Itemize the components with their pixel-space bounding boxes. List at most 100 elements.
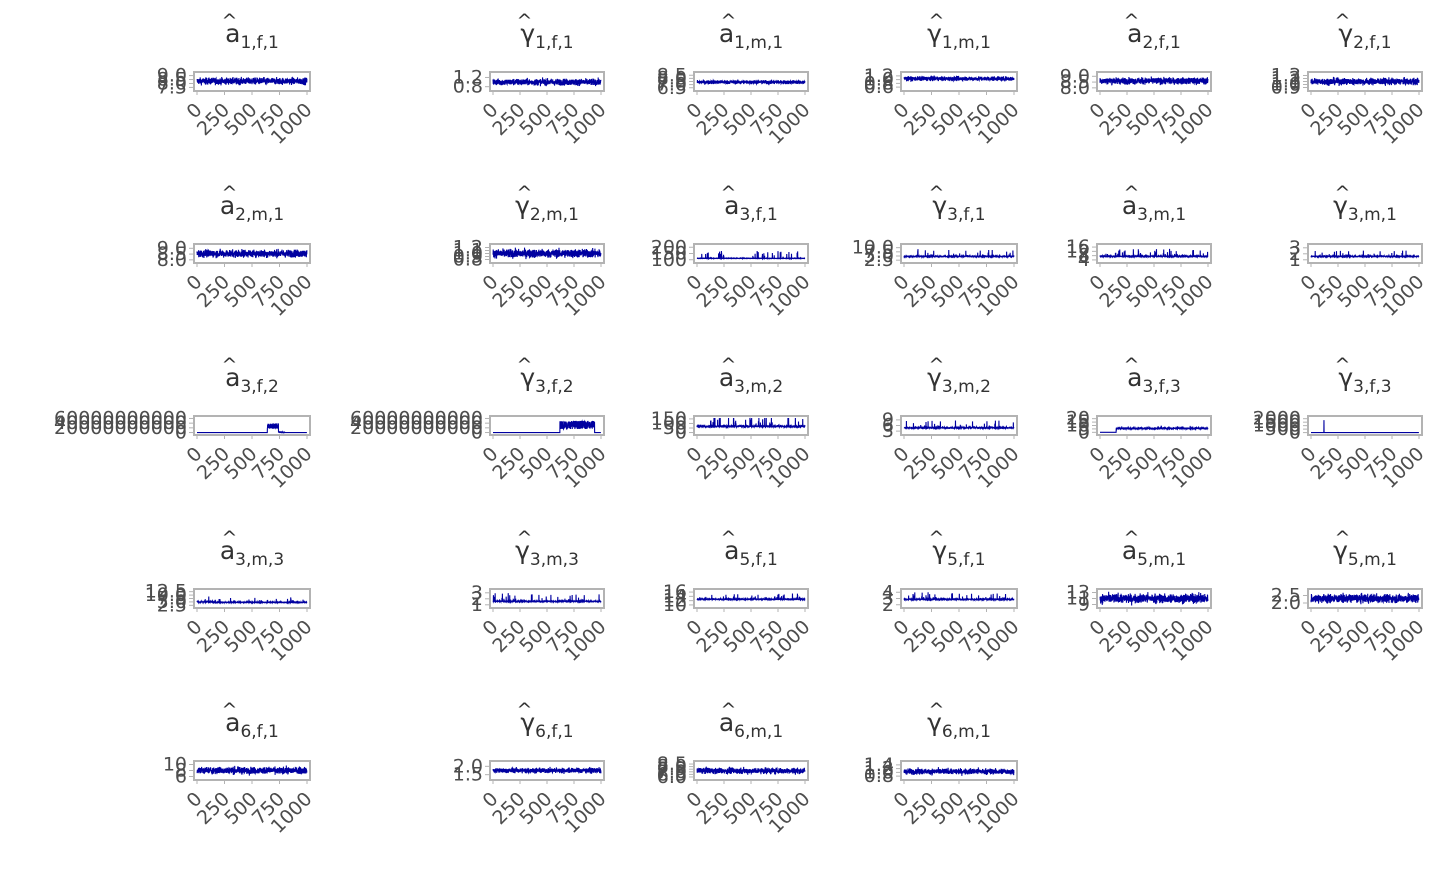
y-tick-label: 1.1 — [1271, 71, 1301, 93]
trace-line — [493, 419, 601, 434]
y-tick-label: 500 — [1265, 418, 1301, 440]
hat-accent-icon: ^ — [222, 182, 238, 204]
trace-line — [696, 78, 806, 86]
panel-title-symbol: γ — [1338, 19, 1353, 48]
y-tick-label: 2 — [882, 594, 894, 616]
trace-panel: γ3,f,2^ 020000000000400000000006000000000… — [350, 354, 611, 493]
panel-title: γ1,m,1 — [927, 19, 991, 53]
panel-title: a2,m,1 — [220, 191, 284, 225]
y-tick-label: 9.0 — [157, 65, 187, 87]
y-tick-label: 8.0 — [157, 249, 187, 271]
hat-accent-icon: ^ — [721, 527, 737, 549]
y-tick-label: 40000000000 — [54, 412, 187, 434]
panel-title-subscript: 1,m,1 — [734, 33, 783, 53]
panel-title-symbol: γ — [932, 536, 947, 565]
y-tick-label: 9 — [1078, 594, 1090, 616]
y-tick-label: 2.5 — [1271, 585, 1301, 607]
y-tick-label: 8.0 — [657, 756, 687, 778]
y-tick-label: 1.1 — [453, 240, 483, 262]
hat-accent-icon: ^ — [721, 182, 737, 204]
y-tick-label: 1500 — [1253, 411, 1301, 433]
panel-title-subscript: 3,m,1 — [1348, 205, 1397, 225]
panel-title-symbol: γ — [1333, 536, 1348, 565]
panel-title-symbol: a — [719, 19, 734, 48]
panel-title: a5,f,1 — [724, 536, 778, 570]
panel-title: γ5,m,1 — [1333, 536, 1397, 570]
hat-accent-icon: ^ — [222, 699, 238, 721]
trace-line — [196, 248, 308, 259]
panel-title: a3,f,1 — [724, 191, 778, 225]
y-tick-label: 10 — [1066, 415, 1090, 437]
y-tick-label: 0 — [675, 422, 687, 444]
trace-line — [492, 247, 602, 260]
y-tick-label: 1.2 — [453, 66, 483, 88]
y-tick-label: 0.8 — [864, 765, 894, 787]
trace-line — [196, 765, 308, 776]
y-tick-label: 5.0 — [157, 591, 187, 613]
y-tick-label: 1 — [1289, 249, 1301, 271]
y-tick-label: 9 — [882, 409, 894, 431]
y-tick-label: 0.6 — [864, 76, 894, 98]
y-tick-label: 150 — [651, 243, 687, 265]
panel-title-subscript: 3,m,1 — [1137, 205, 1186, 225]
panel-title-symbol: γ — [1338, 363, 1353, 392]
y-tick-label: 0 — [471, 422, 483, 444]
y-tick-label: 40000000000 — [350, 412, 483, 434]
y-tick-label: 1.2 — [1271, 68, 1301, 90]
panel-title-subscript: 6,f,1 — [240, 722, 278, 742]
y-tick-label: 8.5 — [1060, 71, 1090, 93]
y-tick-label: 8.0 — [1060, 77, 1090, 99]
panel-title: a3,f,3 — [1127, 363, 1181, 397]
hat-accent-icon: ^ — [929, 527, 945, 549]
y-tick-label: 50 — [663, 417, 687, 439]
panel-title-symbol: a — [220, 191, 235, 220]
panel-title-subscript: 6,f,1 — [535, 722, 573, 742]
y-tick-label: 8 — [175, 760, 187, 782]
hat-accent-icon: ^ — [517, 182, 533, 204]
y-tick-label: 6 — [175, 766, 187, 788]
y-tick-label: 2 — [471, 588, 483, 610]
panel-border — [489, 588, 605, 609]
y-tick-label: 7.5 — [864, 241, 894, 263]
hat-accent-icon: ^ — [1124, 182, 1140, 204]
panel-title: γ3,f,1 — [932, 191, 985, 225]
panel-title-symbol: a — [719, 708, 734, 737]
panel-title: γ3,f,2 — [520, 363, 573, 397]
trace-line — [1310, 76, 1420, 87]
y-tick-label: 2.5 — [864, 249, 894, 271]
y-tick-label: 4 — [882, 581, 894, 603]
panel-title: γ1,f,1 — [520, 19, 573, 53]
panel-title: a5,m,1 — [1122, 536, 1186, 570]
panel-border — [193, 588, 311, 609]
y-tick-label: 8 — [1078, 245, 1090, 267]
panel-title: γ6,f,1 — [520, 708, 573, 742]
y-tick-label: 100 — [651, 249, 687, 271]
y-tick-label: 13 — [1066, 582, 1090, 604]
y-tick-label: 1.2 — [864, 65, 894, 87]
panel-title-symbol: a — [719, 363, 734, 392]
y-tick-label: 6.0 — [657, 766, 687, 788]
panel-title-subscript: 3,m,2 — [942, 377, 991, 397]
y-tick-label: 60000000000 — [54, 407, 187, 429]
y-tick-label: 10.0 — [852, 237, 894, 259]
trace-line — [492, 766, 602, 775]
panel-title: γ2,m,1 — [515, 191, 579, 225]
panel-title: a3,m,2 — [719, 363, 783, 397]
y-tick-label: 3 — [1289, 237, 1301, 259]
y-tick-label: 1 — [471, 594, 483, 616]
panel-title: a3,f,2 — [225, 363, 279, 397]
trace-line — [1310, 250, 1420, 259]
hat-accent-icon: ^ — [517, 10, 533, 32]
y-tick-label: 2.0 — [1271, 592, 1301, 614]
panel-title-subscript: 1,f,1 — [240, 33, 278, 53]
y-tick-label: 0.9 — [453, 246, 483, 268]
panel-border — [693, 243, 809, 264]
y-tick-label: 1.4 — [864, 754, 894, 776]
